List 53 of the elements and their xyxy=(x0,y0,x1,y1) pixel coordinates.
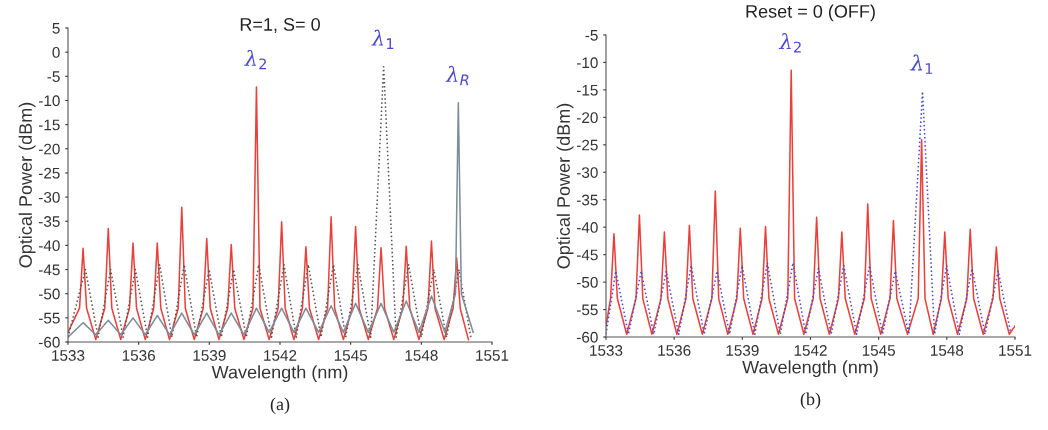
x-tick-label: 1536 xyxy=(658,345,691,356)
text: (a) xyxy=(270,397,290,414)
annotation: λ$_{R}$ xyxy=(445,65,469,86)
x-tick-label: 1545 xyxy=(862,345,896,356)
y-tick-label: -60 xyxy=(38,336,60,348)
y-tick-label: -50 xyxy=(576,276,598,288)
x-tick-label: 1539 xyxy=(193,350,226,361)
y-tick-label: -40 xyxy=(576,222,598,233)
x-tick-label: 1536 xyxy=(122,350,155,361)
y-tick-label: -20 xyxy=(38,143,60,155)
annotation: λ$_{1}$ xyxy=(371,29,394,49)
y-tick-label: -25 xyxy=(38,167,60,179)
y-tick-label: -30 xyxy=(576,167,598,178)
x-tick-label: 1542 xyxy=(264,350,297,361)
y-tick-label: -25 xyxy=(576,139,598,151)
x-tick-label: 1548 xyxy=(931,345,964,356)
y-tick-label: -5 xyxy=(585,30,598,41)
y-tick-label: -55 xyxy=(38,312,60,324)
x-axis-title: Wavelength (nm) xyxy=(742,360,878,378)
text: (b) xyxy=(800,392,821,409)
x-tick-label: 1533 xyxy=(52,350,85,361)
x-tick-label: 1545 xyxy=(334,350,368,361)
annotation: λ$_{2}$ xyxy=(244,49,266,70)
x-tick-label: 1548 xyxy=(405,350,438,361)
x-tick-label: 1542 xyxy=(794,345,827,356)
annotation: λ$_{1}$ xyxy=(910,54,933,74)
y-tick-label: -35 xyxy=(38,216,60,227)
y-tick-label: -5 xyxy=(47,71,60,82)
y-tick-label: -35 xyxy=(576,194,598,206)
x-axis-title: Wavelength (nm) xyxy=(211,365,348,383)
annotation: λ$_{2}$ xyxy=(778,33,801,53)
y-tick-label: 0 xyxy=(52,47,60,58)
x-tick-label: 1551 xyxy=(999,345,1032,356)
y-tick-label: -60 xyxy=(576,331,598,343)
y-tick-label: -30 xyxy=(38,191,60,203)
y-tick-label: -40 xyxy=(38,240,60,252)
x-tick-label: 1551 xyxy=(476,350,509,361)
y-tick-label: -10 xyxy=(576,57,598,69)
y-tick-label: -15 xyxy=(576,84,598,96)
y-tick-label: 5 xyxy=(52,23,60,34)
y-tick-label: -50 xyxy=(38,288,60,300)
y-tick-label: -55 xyxy=(576,304,598,316)
y-tick-label: -45 xyxy=(576,249,598,261)
x-tick-label: 1533 xyxy=(590,345,623,356)
y-tick-label: -20 xyxy=(576,112,598,124)
y-tick-label: -10 xyxy=(38,95,60,107)
chart-title: Reset = 0 (OFF) xyxy=(746,4,875,22)
y-tick-label: -15 xyxy=(38,119,60,131)
y-tick-label: -45 xyxy=(38,264,60,276)
x-tick-label: 1539 xyxy=(726,345,759,356)
y-axis-title: Optical Power (dBm) xyxy=(556,103,574,269)
y-axis-title: Optical Power (dBm) xyxy=(18,102,36,268)
chart-title: R=1, S= 0 xyxy=(240,18,320,33)
